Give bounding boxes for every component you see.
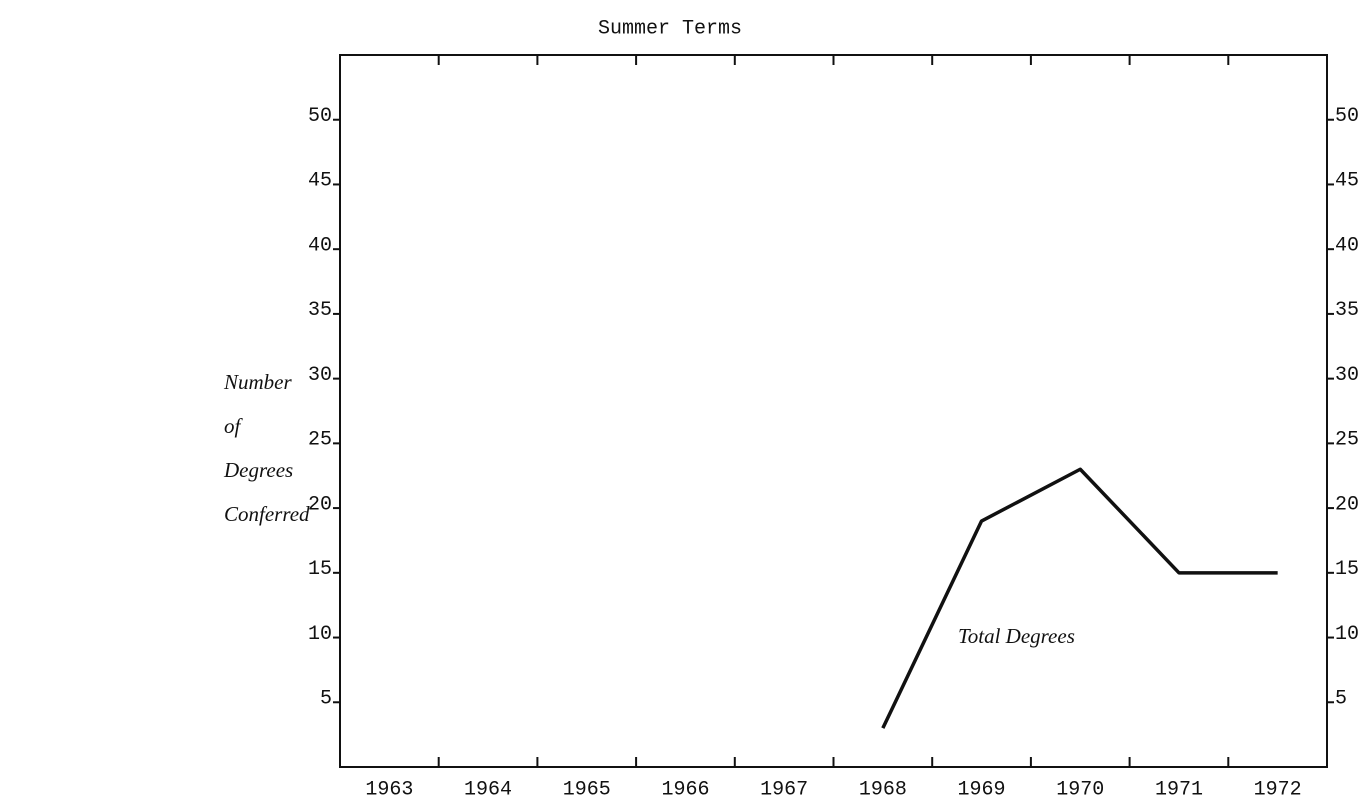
y2-tick-label: 25	[1335, 429, 1359, 452]
x-tick-label: 1963	[365, 778, 413, 801]
y-tick-label: 10	[308, 623, 332, 646]
y2-tick-label: 35	[1335, 299, 1359, 322]
x-tick-label: 1965	[563, 778, 611, 801]
x-tick-label: 1967	[760, 778, 808, 801]
x-tick-label: 1964	[464, 778, 512, 801]
y-tick-label: 5	[320, 688, 332, 711]
y-axis-label: Conferred	[224, 502, 310, 526]
x-tick-label: 1966	[661, 778, 709, 801]
y-tick-label: 45	[308, 170, 332, 193]
y-axis-label: Degrees	[223, 458, 293, 482]
y2-tick-label: 5	[1335, 688, 1347, 711]
y2-tick-label: 50	[1335, 105, 1359, 128]
y-tick-label: 40	[308, 234, 332, 257]
chart-title: Summer Terms	[598, 17, 742, 40]
y-tick-label: 15	[308, 558, 332, 581]
data-line	[881, 467, 1278, 729]
y-tick-label: 25	[308, 429, 332, 452]
y-axis-label: Number	[223, 370, 292, 394]
x-tick-label: 1971	[1155, 778, 1203, 801]
x-tick-label: 1969	[958, 778, 1006, 801]
y2-tick-label: 15	[1335, 558, 1359, 581]
y-tick-label: 50	[308, 105, 332, 128]
y-tick-label: 35	[308, 299, 332, 322]
y2-tick-label: 45	[1335, 170, 1359, 193]
y-tick-label: 30	[308, 364, 332, 387]
y2-tick-label: 30	[1335, 364, 1359, 387]
y2-tick-label: 20	[1335, 493, 1359, 516]
y2-tick-label: 10	[1335, 623, 1359, 646]
x-tick-label: 1968	[859, 778, 907, 801]
annotation: Total Degrees	[958, 624, 1075, 648]
y2-tick-label: 40	[1335, 234, 1359, 257]
y-tick-label: 20	[308, 493, 332, 516]
plot-frame	[339, 54, 1328, 768]
x-tick-label: 1970	[1056, 778, 1104, 801]
x-tick-label: 1972	[1254, 778, 1302, 801]
y-axis-label: of	[224, 414, 244, 438]
